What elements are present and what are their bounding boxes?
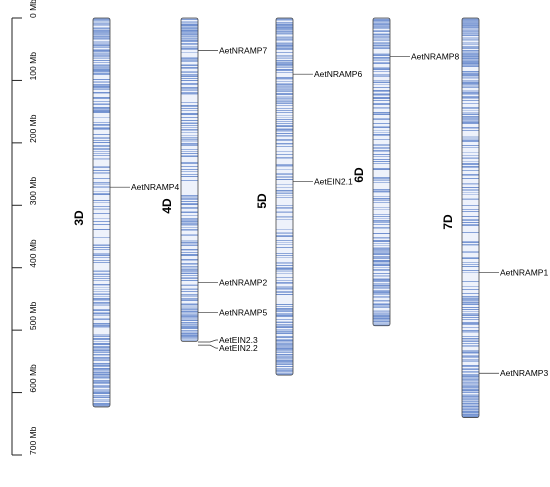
- gene-label: AetNRAMP1: [500, 268, 548, 278]
- chromosome-7D: 7D: [441, 17, 480, 418]
- density-bands: [276, 18, 293, 376]
- gene-label: AetNRAMP5: [219, 308, 267, 318]
- gene-label: AetNRAMP4: [131, 182, 179, 192]
- chromosome-body: [181, 18, 198, 342]
- scale-tick-label: 700 Mb: [28, 426, 38, 455]
- chromosome-5D: 5D: [255, 17, 294, 376]
- gene-marker: AetNRAMP2: [198, 278, 267, 288]
- gene-marker: AetNRAMP8: [390, 52, 459, 62]
- gene-marker: AetNRAMP1: [479, 268, 548, 278]
- chromosome-label: 4D: [160, 198, 174, 214]
- scale-tick-label: 100 Mb: [28, 52, 38, 81]
- chromosome-label: 3D: [72, 210, 86, 226]
- gene-marker: AetEIN2.3: [198, 335, 258, 345]
- gene-connector-line: [198, 344, 218, 349]
- chromosome-outline: [180, 17, 199, 342]
- scale-tick-label: 400 Mb: [28, 239, 38, 268]
- density-bands: [462, 18, 479, 418]
- density-bands: [93, 18, 110, 407]
- chromosome-label: 5D: [255, 193, 269, 209]
- scale-tick-label: 0 Mb: [28, 0, 38, 18]
- chromosome-outline: [461, 17, 480, 418]
- gene-label: AetNRAMP6: [314, 69, 362, 79]
- chromosome-outline: [372, 17, 391, 327]
- chromosome-label: 6D: [352, 167, 366, 183]
- gene-label: AetNRAMP2: [219, 278, 267, 288]
- scale-bar: 0 Mb 100 Mb 200 Mb 300 Mb 400 Mb 500 Mb 600 Mb…: [11, 0, 38, 456]
- gene-marker: AetEIN2.2: [198, 343, 258, 353]
- chromosome-body: [276, 18, 293, 376]
- gene-label: AetEIN2.3: [219, 335, 258, 345]
- gene-connector-line: [198, 339, 218, 343]
- chromosome-label: 7D: [441, 214, 455, 230]
- chromosome-3D: 3D: [72, 17, 111, 408]
- gene-label: AetNRAMP7: [219, 45, 267, 55]
- gene-marker: AetNRAMP7: [198, 45, 267, 55]
- gene-label: AetEIN2.1: [314, 177, 353, 187]
- chromosome-6D: 6D: [352, 17, 391, 327]
- chromosome-outline: [275, 17, 294, 376]
- gene-label-group: AetNRAMP4 AetNRAMP7 AetNRAMP2 AetNRAMP5 AetE…: [110, 45, 548, 378]
- scale-tick-label: 300 Mb: [28, 177, 38, 206]
- gene-marker: AetNRAMP3: [479, 368, 548, 378]
- scale-tick-label: 200 Mb: [28, 114, 38, 143]
- density-bands: [373, 18, 390, 326]
- gene-marker: AetNRAMP4: [110, 182, 179, 192]
- density-bands: [181, 18, 198, 342]
- chromosome-outline: [92, 17, 111, 408]
- gene-label: AetNRAMP3: [500, 368, 548, 378]
- gene-label: AetNRAMP8: [411, 52, 459, 62]
- gene-marker: AetNRAMP6: [293, 69, 362, 79]
- gene-marker: AetNRAMP5: [198, 308, 267, 318]
- scale-tick-label: 600 Mb: [28, 364, 38, 393]
- gene-label: AetEIN2.2: [219, 343, 258, 353]
- gene-marker: AetEIN2.1: [293, 177, 353, 187]
- scale-tick-label: 500 Mb: [28, 302, 38, 331]
- chromosome-group: 3D 4D 5D 6D 7D: [72, 17, 480, 418]
- chromosome-4D: 4D: [160, 17, 199, 342]
